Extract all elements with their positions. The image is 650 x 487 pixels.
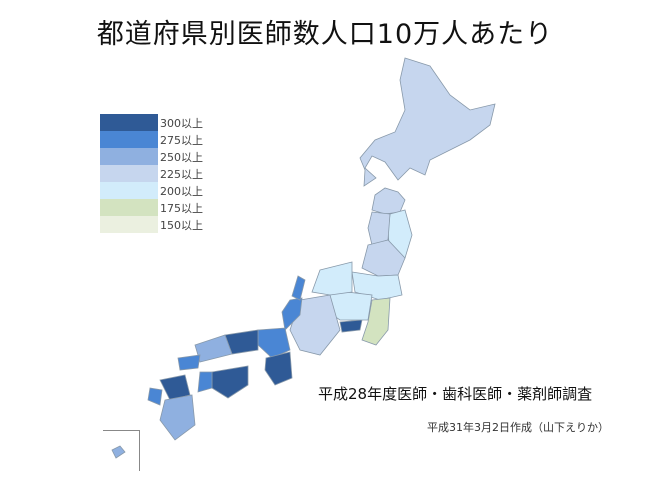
region-kanto-ibaraki-chiba (361, 297, 391, 346)
region-okinawa (111, 445, 126, 459)
region-chugoku-shimane-hiroshima (194, 334, 233, 363)
region-hokkaido (359, 57, 496, 187)
region-kanto-tokyo (339, 319, 363, 333)
author-credit: 平成31年3月2日作成（山下えりか） (427, 421, 609, 434)
region-shikoku-ehime-kagawa (197, 371, 213, 393)
data-source: 平成28年度医師・歯科医師・薬剤師調査 (318, 385, 593, 403)
legend-item: 200以上 (100, 182, 203, 199)
region-tohoku-fukushima (351, 271, 403, 301)
legend-item: 175以上 (100, 199, 203, 216)
legend-swatch (100, 131, 158, 148)
legend-label: 200以上 (160, 184, 203, 198)
okinawa-inset-frame (103, 430, 140, 471)
region-chubu-niigata (311, 261, 353, 296)
map-title: 都道府県別医師数人口10万人あたり (96, 19, 554, 50)
region-tohoku-aomori (371, 187, 406, 215)
legend-swatch (100, 216, 158, 233)
legend-item: 250以上 (100, 148, 203, 165)
legend-swatch (100, 114, 158, 131)
legend-label: 225以上 (160, 167, 203, 181)
legend-label: 175以上 (160, 201, 203, 215)
legend-label: 150以上 (160, 218, 203, 232)
region-chugoku-yamaguchi (177, 354, 201, 371)
region-chubu-central (289, 294, 341, 356)
region-kyushu-central (159, 394, 196, 441)
legend-swatch (100, 148, 158, 165)
region-shikoku-tokushima-kochi (211, 365, 249, 399)
legend-item: 300以上 (100, 114, 203, 131)
legend-item: 225以上 (100, 165, 203, 182)
legend-item: 275以上 (100, 131, 203, 148)
region-kyushu-nagasaki (147, 387, 163, 406)
region-kinki-wakayama (264, 351, 293, 386)
legend-swatch (100, 199, 158, 216)
legend-label: 250以上 (160, 150, 203, 164)
legend-swatch (100, 165, 158, 182)
legend-item: 150以上 (100, 216, 203, 233)
region-chubu-noto (291, 275, 306, 301)
legend-label: 300以上 (160, 116, 203, 130)
legend: 300以上 275以上 250以上 225以上 200以上 175以上 150以… (100, 114, 203, 233)
legend-swatch (100, 182, 158, 199)
legend-label: 275以上 (160, 133, 203, 147)
